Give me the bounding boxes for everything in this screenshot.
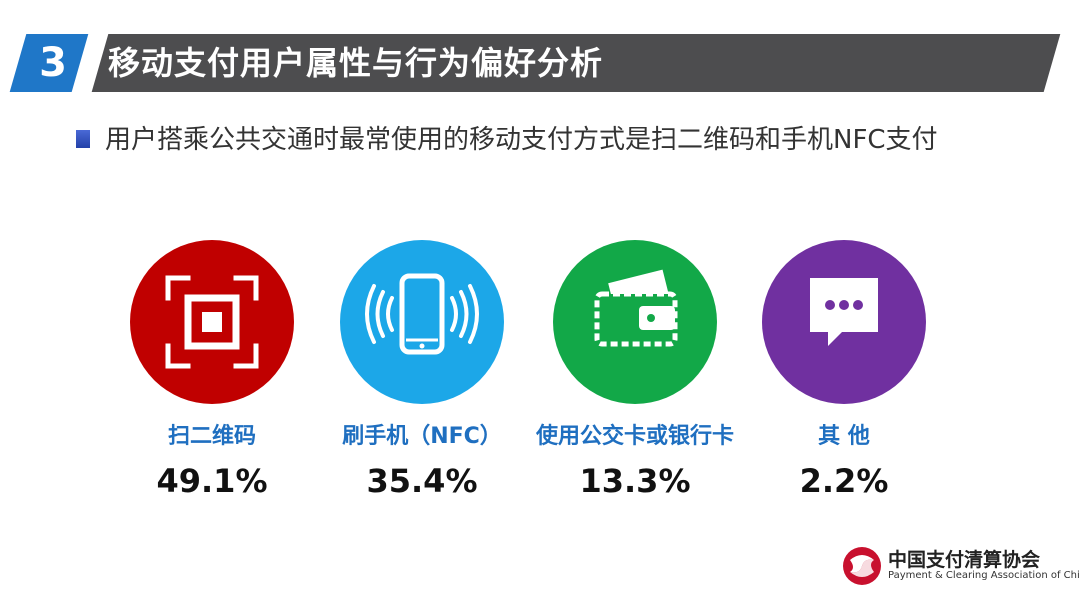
page-title: 移动支付用户属性与行为偏好分析 bbox=[108, 44, 604, 82]
section-number: 3 bbox=[39, 40, 67, 86]
chat-bubble-icon bbox=[762, 240, 926, 404]
item-label: 使用公交卡或银行卡 bbox=[535, 424, 734, 449]
association-logo-icon bbox=[843, 547, 881, 585]
qr-scan-icon bbox=[130, 240, 294, 404]
item-label: 刷手机（NFC） bbox=[342, 424, 502, 449]
subtitle: 用户搭乘公共交通时最常使用的移动支付方式是扫二维码和手机NFC支付 bbox=[105, 125, 938, 155]
item-label: 扫二维码 bbox=[167, 424, 256, 449]
org-name-cn: 中国支付清算协会 bbox=[888, 549, 1041, 571]
wallet-card-icon bbox=[553, 240, 717, 404]
item-value: 2.2% bbox=[799, 462, 889, 500]
bullet-icon bbox=[76, 130, 90, 148]
item-label: 其 他 bbox=[818, 424, 870, 449]
item-value: 13.3% bbox=[579, 462, 691, 500]
item-value: 35.4% bbox=[366, 462, 478, 500]
nfc-phone-icon bbox=[340, 240, 504, 404]
item-value: 49.1% bbox=[156, 462, 268, 500]
org-name-en: Payment & Clearing Association of China bbox=[888, 570, 1080, 581]
